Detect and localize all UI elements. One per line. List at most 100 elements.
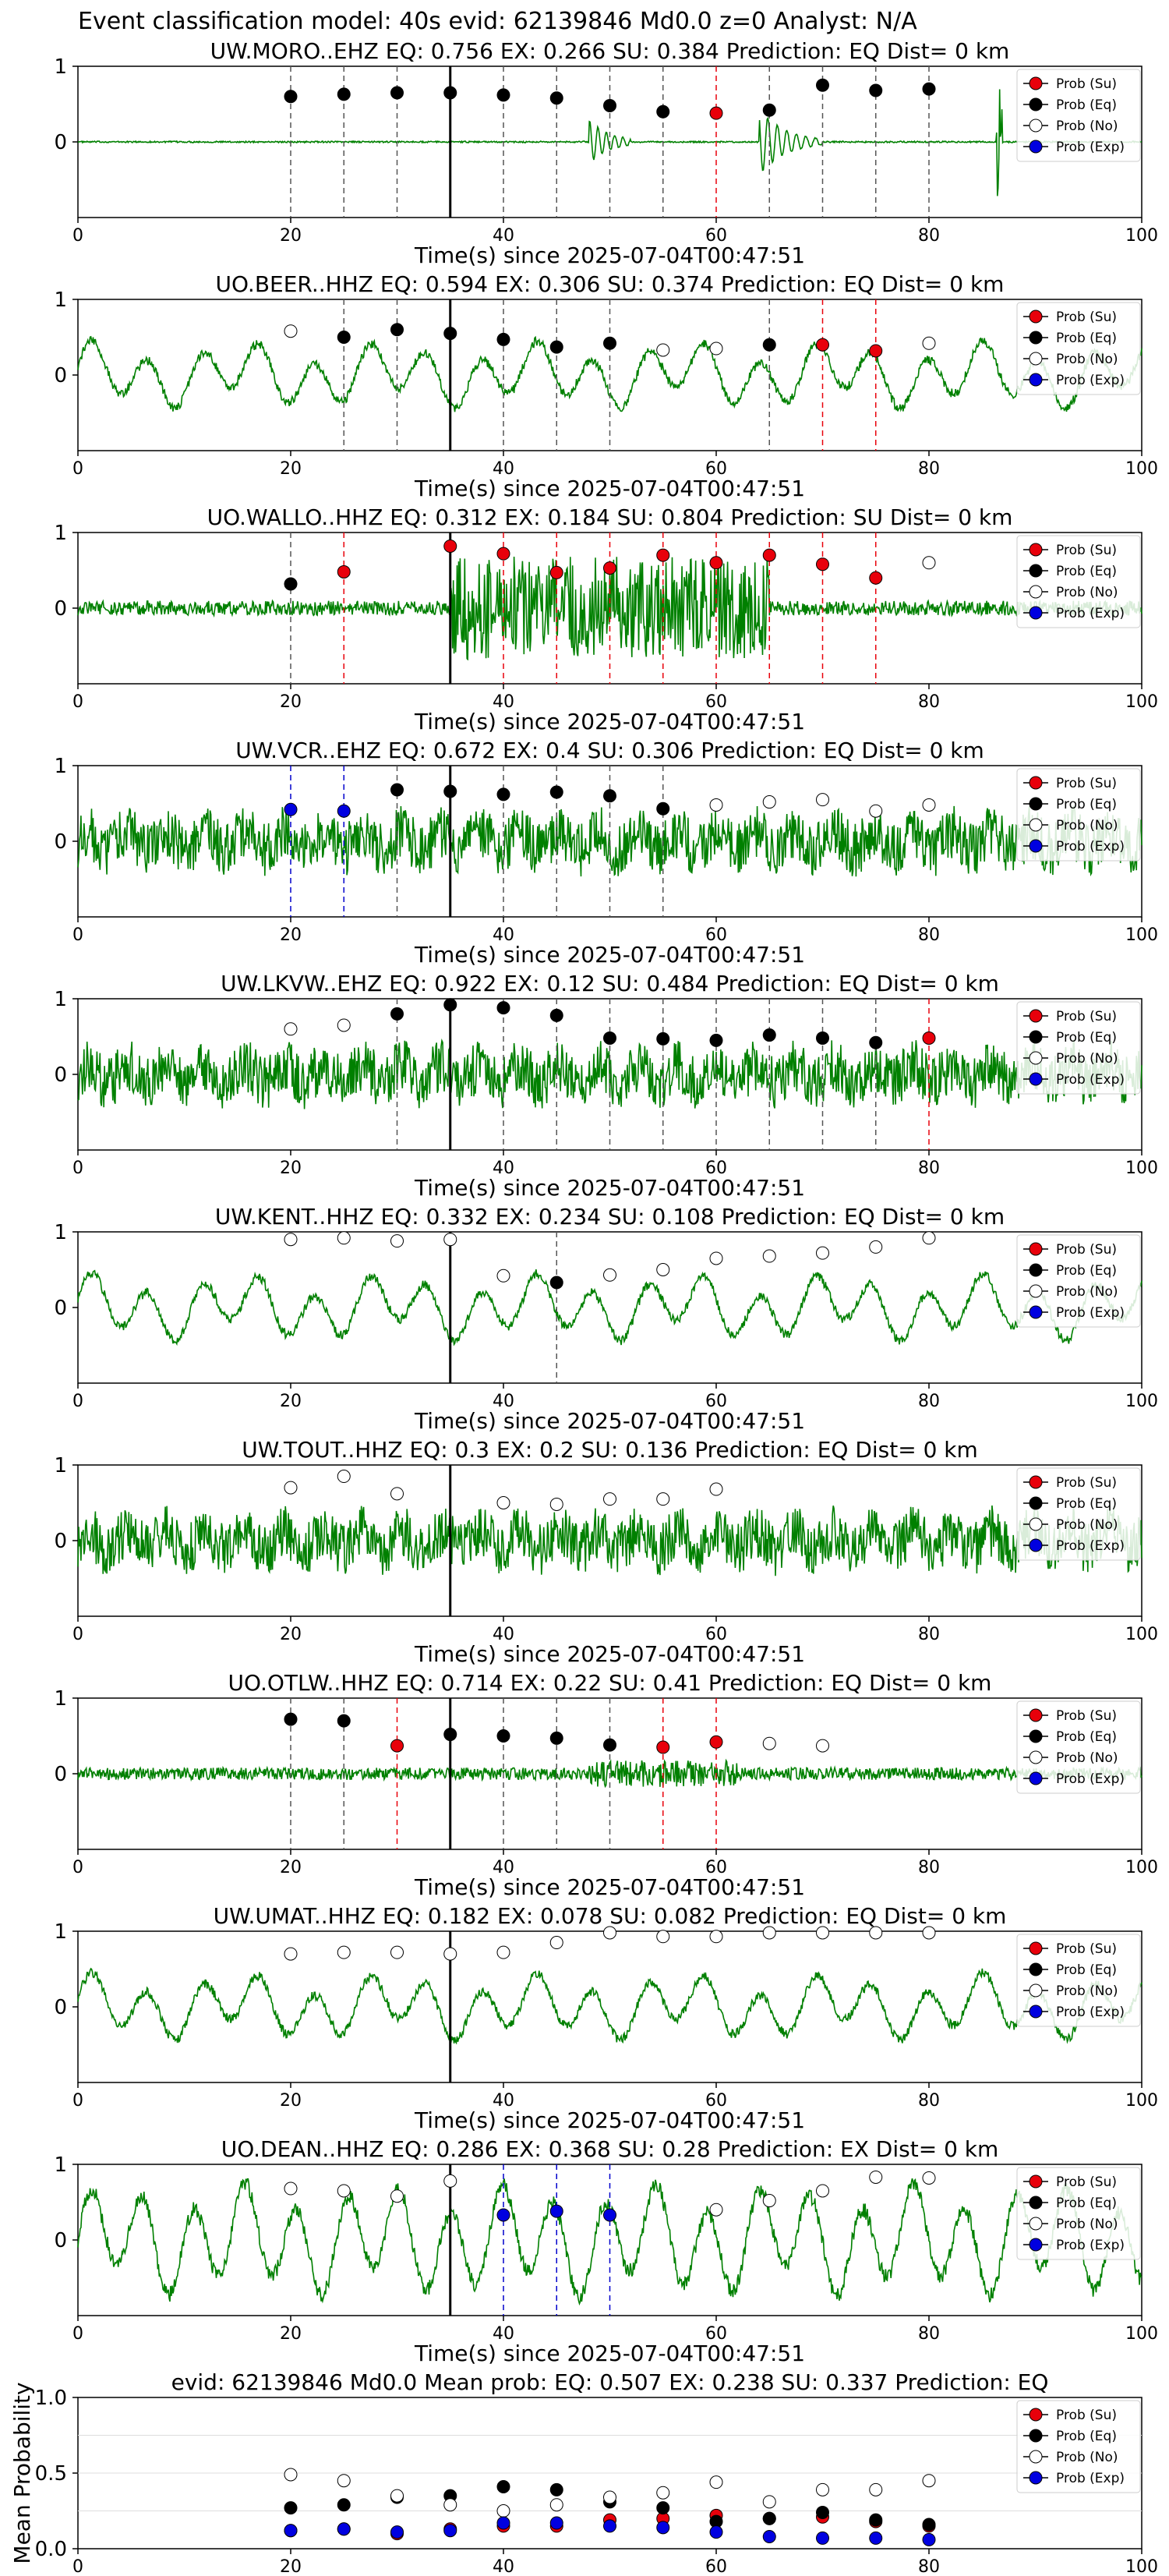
x-tick-label: 100 [1125,2557,1158,2573]
mean-prob-point [496,2479,510,2493]
prob-point [709,2203,723,2217]
prob-point [443,539,457,553]
prob-point [496,787,510,801]
x-tick-label: 80 [918,459,940,479]
x-tick-label: 40 [493,226,514,246]
prob-point [390,1234,404,1248]
legend-marker [1029,140,1043,154]
prob-point [869,83,883,97]
prob-point [709,1482,723,1496]
waveform-trace [77,1967,1143,2045]
prob-point [816,793,829,807]
legend-label: Prob (Eq) [1056,2196,1117,2211]
prob-point [443,998,457,1012]
legend-marker [1029,1242,1043,1256]
prob-point [284,1022,298,1036]
legend-box [1016,2400,1141,2493]
prob-point [656,1930,670,1944]
y-tick-label: 1 [54,522,67,545]
x-tick-label: 20 [280,2557,302,2573]
legend-marker [1029,839,1043,853]
prob-point [337,1231,351,1245]
panel-title: UO.WALLO..HHZ EQ: 0.312 EX: 0.184 SU: 0.… [207,504,1013,530]
prob-point [656,1740,670,1754]
legend-marker [1029,1538,1043,1552]
legend-label: Prob (No) [1056,585,1118,600]
legend-marker [1029,1072,1043,1086]
mean-prob-point [816,2505,829,2519]
prob-point [709,1735,723,1749]
mean-prob-point [922,2532,936,2546]
prob-point [284,1712,298,1726]
panel-frame [77,1231,1143,1384]
x-tick-label: 20 [280,2324,302,2344]
prob-point [390,783,404,797]
prob-point [922,82,936,96]
x-tick-label: 40 [493,1159,514,1178]
x-tick-label: 20 [280,1858,302,1877]
mean-prob-point [709,2525,723,2539]
prob-point [496,88,510,102]
prob-point [762,2194,776,2208]
legend-label: Prob (Exp) [1056,839,1125,855]
x-tick-label: 80 [918,2557,940,2573]
x-tick-label: 0 [72,2557,83,2573]
legend-label: Prob (Eq) [1056,97,1117,113]
legend-label: Prob (Su) [1056,543,1117,558]
mean-prob-point [337,2474,351,2488]
legend-marker [1029,797,1043,811]
x-tick-label: 20 [280,226,302,246]
mean-prob-point [709,2475,723,2489]
panel-title: UW.LKVW..EHZ EQ: 0.922 EX: 0.12 SU: 0.48… [221,971,999,996]
legend-marker [1029,119,1043,133]
legend-label: Prob (Exp) [1056,2471,1125,2486]
prob-point [869,804,883,818]
x-tick-label: 80 [918,1159,940,1178]
prob-point [549,91,563,105]
legend-marker [1029,1750,1043,1764]
x-tick-label: 100 [1125,1392,1158,1411]
prob-point [922,798,936,812]
prob-point [496,1729,510,1743]
x-tick-label: 100 [1125,459,1158,479]
waveform-trace [77,1505,1143,1576]
figure-title: Event classification model: 40s evid: 62… [78,8,917,35]
mean-prob-point [337,2522,351,2536]
panel-frame [77,1930,1143,2083]
y-tick-label: 1 [54,755,67,778]
prob-point [816,1031,829,1045]
legend-label: Prob (No) [1056,1983,1118,1999]
x-tick-label: 0 [72,1159,83,1178]
legend-marker [1029,1284,1043,1298]
x-tick-label: 20 [280,2091,302,2111]
prob-point [337,564,351,579]
legend-label: Prob (No) [1056,2450,1118,2465]
legend-label: Prob (Su) [1056,776,1117,791]
mean-prob-point [869,2531,883,2545]
y-tick-label: 1 [54,55,67,79]
panel-title: UW.VCR..EHZ EQ: 0.672 EX: 0.4 SU: 0.306 … [235,738,984,763]
y-tick-label: 0 [54,1763,67,1786]
prob-point [284,802,298,816]
legend-label: Prob (Eq) [1056,1030,1117,1046]
legend-label: Prob (No) [1056,119,1118,134]
y-tick-label: 1 [54,288,67,312]
prob-point [390,1739,404,1753]
legend-box [1016,1934,1141,2027]
legend-label: Prob (No) [1056,1284,1118,1300]
panels: UW.MORO..EHZ EQ: 0.756 EX: 0.266 SU: 0.3… [9,38,1158,2576]
x-tick-label: 20 [280,692,302,712]
mean-prob-point [337,2498,351,2512]
legend-marker [1029,564,1043,578]
x-tick-label: 60 [705,2324,727,2344]
prob-point [869,1926,883,1940]
legend-label: Prob (Eq) [1056,331,1117,346]
legend-label: Prob (Su) [1056,1475,1117,1491]
legend-marker [1029,1475,1043,1489]
legend-label: Prob (Exp) [1056,606,1125,621]
prob-point [922,1231,936,1245]
prob-point [869,1035,883,1049]
mean-prob-point [549,2482,563,2496]
prob-point [816,338,829,352]
legend-label: Prob (Exp) [1056,373,1125,388]
